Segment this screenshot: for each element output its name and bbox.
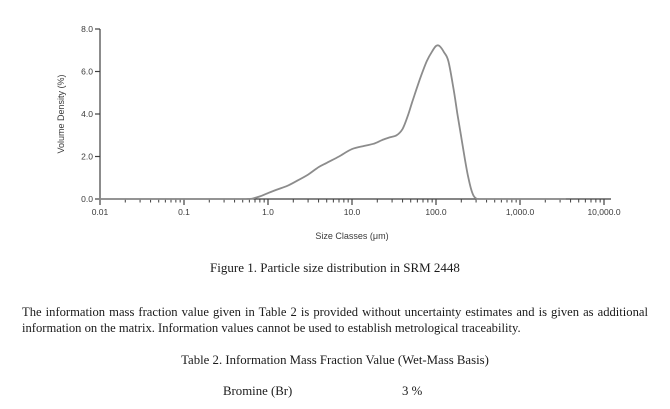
y-tick-label: 6.0 (81, 67, 93, 77)
particle-size-distribution-chart: 0.0 2.0 4.0 6.0 8.0 0.01 0.1 1.0 10.0 100.0 1,000… (56, 24, 621, 241)
table-2-caption: Table 2. Information Mass Fraction Value… (181, 353, 489, 368)
x-tick-label: 0.1 (178, 207, 190, 217)
y-axis: 0.0 2.0 4.0 6.0 8.0 (81, 24, 101, 204)
y-tick-label: 0.0 (81, 194, 93, 204)
figure-1: 0.0 2.0 4.0 6.0 8.0 0.01 0.1 1.0 10.0 100.0 1,000… (56, 24, 621, 275)
y-tick-label: 4.0 (81, 109, 93, 119)
analyte-value: 3 % (402, 384, 423, 399)
x-tick-label: 0.01 (92, 207, 109, 217)
analyte-name: Bromine (Br) (223, 384, 293, 399)
x-axis: 0.01 0.1 1.0 10.0 100.0 1,000.0 10,000.0 (92, 198, 621, 217)
x-tick-label: 10.0 (344, 207, 361, 217)
distribution-curve (99, 44, 566, 200)
x-tick-label: 10,000.0 (587, 207, 620, 217)
y-axis-label: Volume Density (%) (56, 74, 66, 153)
figure-caption: Figure 1. Particle size distribution in … (210, 260, 460, 275)
y-tick-label: 8.0 (81, 24, 93, 34)
table-row: Bromine (Br) 3 % (0, 384, 670, 401)
y-tick-label: 2.0 (81, 152, 93, 162)
x-tick-label: 1,000.0 (506, 207, 535, 217)
x-tick-label: 100.0 (425, 207, 447, 217)
x-tick-label: 1.0 (262, 207, 274, 217)
x-axis-label: Size Classes (μm) (315, 231, 388, 241)
body-paragraph: The information mass fraction value give… (22, 305, 648, 335)
